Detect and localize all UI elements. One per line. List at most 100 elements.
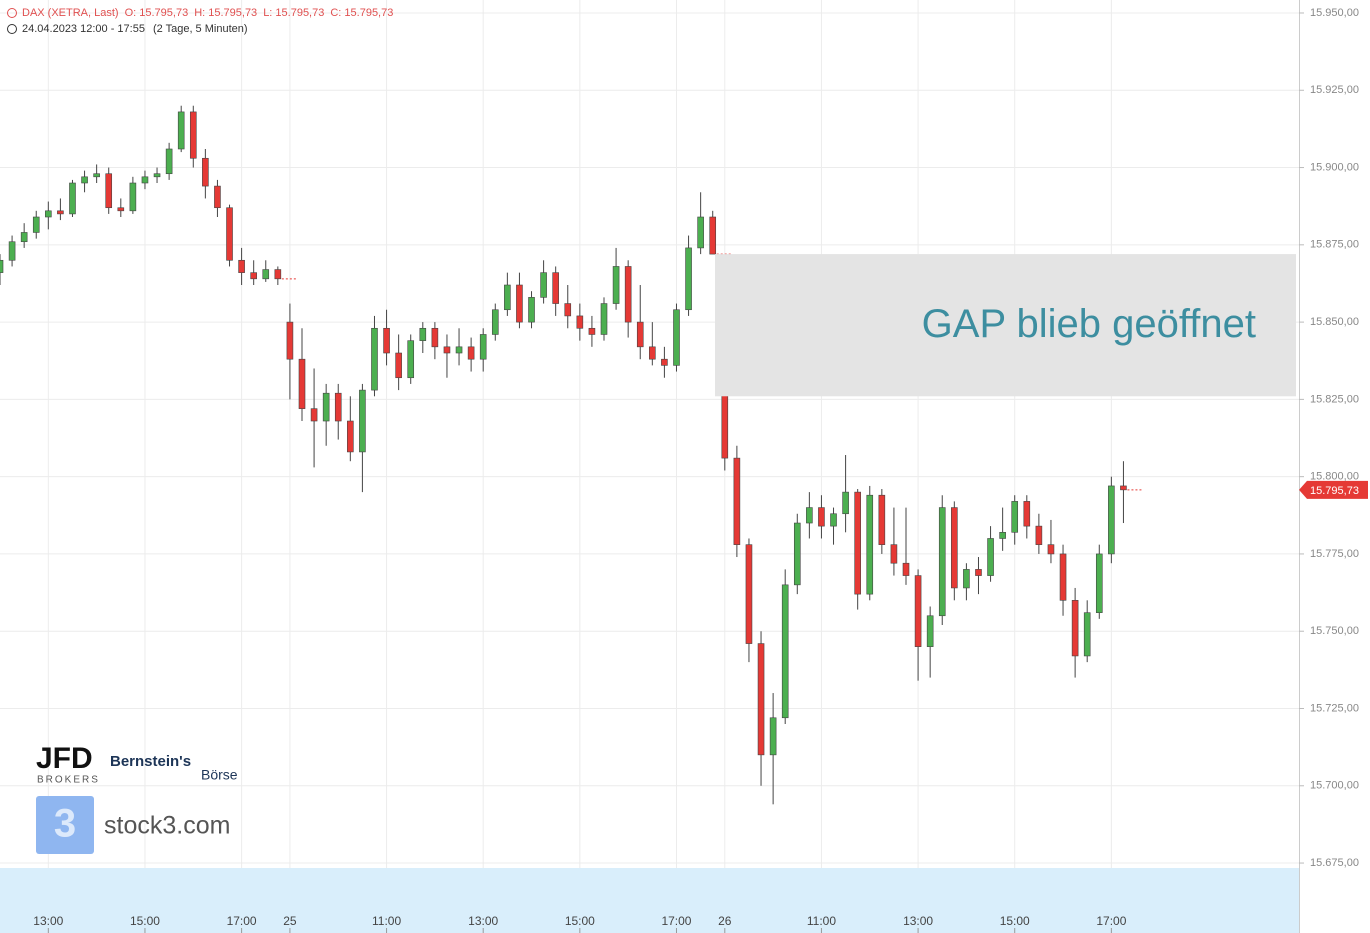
candle-body: [890, 544, 898, 564]
x-tick-label: 15:00: [130, 914, 160, 928]
gap-box: [715, 254, 1296, 397]
candle-body: [153, 173, 161, 178]
candle-body: [32, 216, 40, 233]
candle-body: [1035, 525, 1043, 545]
x-tick-label: 13:00: [903, 914, 933, 928]
candle-body: [1120, 485, 1127, 491]
y-tick-label: 15.900,00: [1310, 161, 1359, 173]
candle-body: [262, 269, 270, 280]
volume-pane: [0, 868, 1299, 933]
candle-body: [516, 284, 523, 323]
candle-body: [419, 327, 427, 341]
candle-body: [1011, 501, 1019, 533]
candle-body: [733, 457, 741, 545]
x-tick-label: 26: [718, 914, 732, 928]
candle-body: [407, 340, 415, 379]
y-tick-label: 15.875,00: [1310, 239, 1359, 251]
gap-label: GAP blieb geöffnet: [922, 302, 1256, 346]
candle-body: [878, 494, 886, 545]
candle-body: [697, 216, 704, 249]
candle-body: [141, 176, 149, 184]
candle-body: [552, 272, 559, 304]
candle-body: [709, 216, 717, 255]
candle-body: [914, 575, 922, 647]
candle-body: [45, 210, 52, 218]
candle-body: [951, 507, 958, 589]
candle-body: [673, 309, 680, 366]
x-tick-label: 15:00: [565, 914, 595, 928]
x-tick-label: 25: [283, 914, 297, 928]
candle-body: [431, 327, 439, 348]
candle-body: [491, 309, 499, 335]
candle-body: [528, 297, 535, 323]
candle-body: [371, 327, 378, 391]
logo-text: stock3.com: [104, 812, 230, 840]
last-price-tag: [1299, 480, 1368, 499]
chart-title: DAX (XETRA, Last) O: 15.795,73 H: 15.795,7…: [22, 7, 393, 19]
candle-body: [612, 266, 620, 304]
candle-body: [685, 247, 692, 311]
candle-body: [1023, 501, 1031, 527]
y-tick-label: 15.950,00: [1310, 7, 1359, 19]
candle-body: [1083, 612, 1091, 657]
candle-body: [310, 408, 318, 422]
y-tick-label: 15.925,00: [1310, 84, 1359, 96]
y-tick-label: 15.825,00: [1310, 393, 1359, 405]
candle-body: [117, 207, 125, 212]
y-tick-label: 15.850,00: [1310, 316, 1359, 328]
last-price-label: 15.795,73: [1310, 485, 1359, 497]
x-tick-label: 13:00: [468, 914, 498, 928]
candle-body: [600, 303, 608, 335]
logo-text: BROKERS: [37, 775, 100, 786]
candle-body: [298, 358, 306, 409]
candle-body: [322, 392, 330, 422]
candle-body: [1071, 600, 1079, 657]
y-tick-label: 15.775,00: [1310, 548, 1359, 560]
y-tick-label: 15.750,00: [1310, 625, 1359, 637]
candle-body: [721, 389, 729, 459]
y-tick-label: 15.725,00: [1310, 702, 1359, 714]
candle-body: [624, 266, 632, 323]
candle-body: [57, 210, 64, 215]
candle-body: [1108, 485, 1115, 555]
candle-body: [842, 491, 849, 515]
candle-body: [926, 615, 934, 647]
candle-body: [334, 392, 342, 422]
candle-body: [129, 182, 137, 212]
candle-body: [20, 232, 28, 243]
candle-body: [793, 522, 801, 586]
logo-text: Bernstein's: [110, 753, 191, 770]
candle-body: [165, 148, 173, 175]
candle-body: [769, 717, 777, 756]
logo-box: [36, 796, 94, 854]
candle-body: [359, 389, 366, 453]
candle-body: [81, 176, 88, 184]
x-tick-label: 17:00: [227, 914, 257, 928]
x-tick-label: 17:00: [1096, 914, 1126, 928]
candle-body: [383, 327, 390, 354]
candle-body: [250, 272, 257, 280]
y-tick-label: 15.700,00: [1310, 780, 1359, 792]
candle-body: [189, 111, 197, 159]
candle-body: [866, 494, 874, 595]
candle-body: [588, 327, 596, 335]
logo-icon: 3: [54, 802, 76, 846]
candle-body: [757, 643, 765, 756]
candle-body: [576, 315, 584, 329]
candle-body: [540, 272, 547, 298]
candle-body: [963, 569, 970, 589]
candle-body: [975, 569, 982, 576]
candle-body: [830, 513, 837, 527]
subtitle: 24.04.2023 12:00 - 17:55 (2 Tage, 5 Minut…: [22, 23, 248, 35]
candle-body: [286, 321, 294, 360]
x-tick-label: 11:00: [807, 914, 836, 928]
candle-body: [902, 562, 910, 576]
candle-body: [202, 157, 209, 187]
candle-body: [987, 538, 994, 576]
logo-text: JFD: [36, 742, 93, 775]
candle-body: [1047, 544, 1055, 555]
logos: JFD BROKERS Bernstein's Börse 3 stock3.c…: [36, 742, 238, 854]
candle-body: [1059, 553, 1067, 601]
icon: [7, 8, 17, 18]
